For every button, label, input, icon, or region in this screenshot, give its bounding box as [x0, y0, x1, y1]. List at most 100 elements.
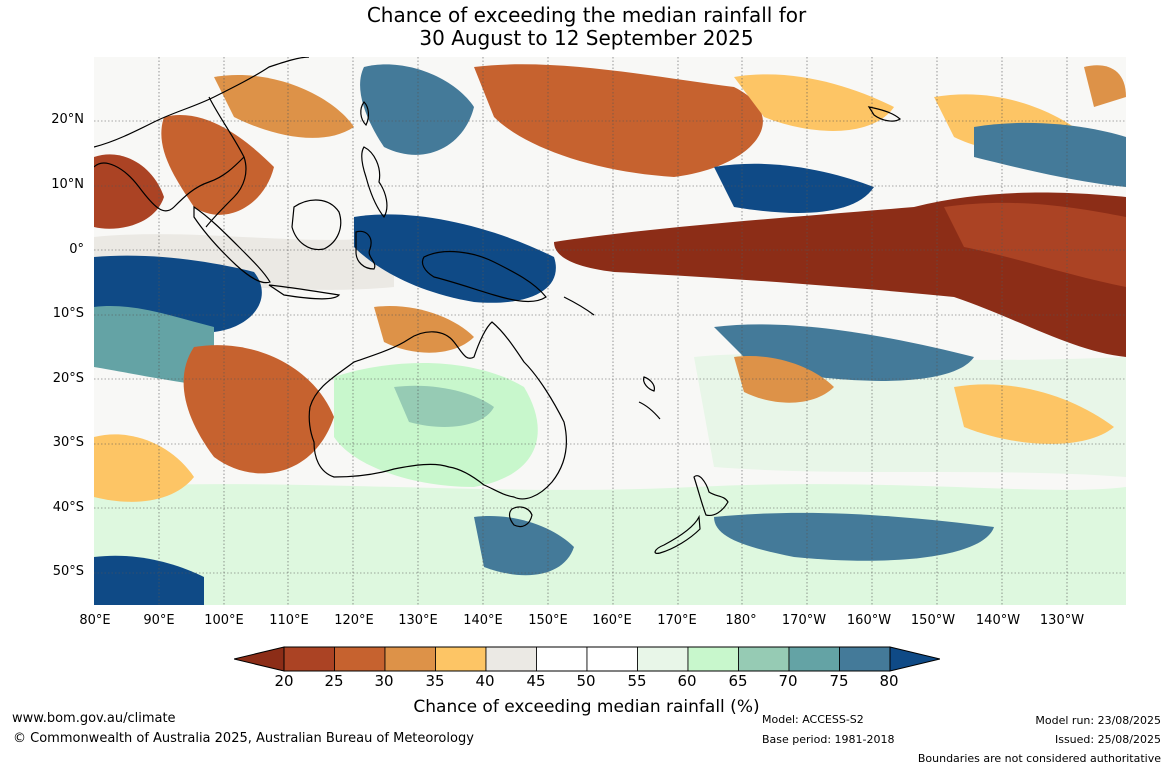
- shade-blue-subtropical: [714, 163, 874, 213]
- shade-brown-indochina: [161, 115, 274, 215]
- lat-label-10s: 10°S: [52, 306, 84, 321]
- model-run-date: Model run: 23/08/2025: [1035, 714, 1161, 727]
- shade-orange-timor: [374, 306, 474, 353]
- colorbar-cell-70: [788, 646, 840, 672]
- colorbar-cell-60: [687, 646, 739, 672]
- issued-date: Issued: 25/08/2025: [1054, 733, 1161, 746]
- lon-label-140w: 140°W: [975, 613, 1021, 628]
- colorbar-tick-70: 70: [778, 672, 798, 690]
- colorbar-cell-30: [384, 646, 436, 672]
- asia-mainland-coastline: [94, 57, 310, 212]
- lon-label-150w: 150°W: [910, 613, 956, 628]
- colorbar-cell-45: [536, 646, 588, 672]
- website-link[interactable]: www.bom.gov.au/climate: [12, 711, 176, 726]
- lat-label-10n: 10°N: [51, 177, 84, 192]
- shade-blue-maritime: [354, 214, 556, 303]
- shade-orange-north-pacific: [734, 74, 894, 131]
- shade-blue-southern-ocean: [714, 512, 994, 561]
- lat-label-40s: 40°S: [52, 500, 84, 515]
- graticule: [94, 57, 1126, 605]
- shade-teal-australia: [394, 385, 494, 427]
- lon-label-80e: 80°E: [79, 613, 111, 628]
- shade-brown-northwest: [94, 154, 164, 229]
- lon-label-100e: 100°E: [204, 613, 244, 628]
- java-coastline: [268, 284, 341, 300]
- shade-brown-north-pacific: [474, 64, 763, 177]
- sulawesi-coastline: [355, 230, 376, 270]
- lon-label-170w: 170°W: [781, 613, 827, 628]
- colorbar-tick-45: 45: [526, 672, 546, 690]
- colorbar-tick-30: 30: [374, 672, 394, 690]
- coastlines: [94, 57, 901, 554]
- shade-blue-southern-ocean-west: [94, 555, 204, 605]
- new-zealand-north-coastline: [693, 475, 729, 517]
- colorbar: [234, 646, 940, 672]
- colorbar-cell-20: [283, 646, 335, 672]
- colorbar-tick-50: 50: [576, 672, 596, 690]
- indochina-coastline: [205, 96, 247, 228]
- title-line-2: 30 August to 12 September 2025: [419, 26, 754, 50]
- colorbar-tick-25: 25: [324, 672, 344, 690]
- shade-brown-equatorial-inner: [944, 202, 1126, 287]
- lon-label-180: 180°: [725, 613, 757, 628]
- lon-label-160w: 160°W: [846, 613, 892, 628]
- boundaries-disclaimer: Boundaries are not considered authoritat…: [917, 752, 1161, 765]
- colorbar-cell-35: [435, 646, 487, 672]
- solomon-islands-coastline: [563, 296, 595, 316]
- australia-coastline: [308, 321, 567, 500]
- shade-blue-north-sea: [360, 64, 474, 155]
- philippines-coastline: [361, 146, 388, 219]
- shade-orange-far-ne: [1084, 65, 1126, 107]
- colorbar-frame: [283, 646, 891, 672]
- lon-label-140e: 140°E: [463, 613, 503, 628]
- lon-label-160e: 160°E: [592, 613, 632, 628]
- borneo-coastline: [291, 199, 342, 251]
- lon-label-130e: 130°E: [398, 613, 438, 628]
- colorbar-tick-75: 75: [829, 672, 849, 690]
- colorbar-cell-25: [334, 646, 386, 672]
- taiwan-coastline: [360, 101, 370, 127]
- shade-orange-north: [214, 75, 354, 138]
- colorbar-tick-40: 40: [475, 672, 495, 690]
- colorbar-tick-35: 35: [425, 672, 445, 690]
- colorbar-tick-65: 65: [728, 672, 748, 690]
- colorbar-cell-65: [738, 646, 790, 672]
- new-caledonia-coastline: [638, 401, 661, 420]
- colorbar-extend-low: [234, 646, 285, 672]
- shade-blue-south-indian: [94, 306, 214, 387]
- map-title: Chance of exceeding the median rainfall …: [0, 4, 1173, 50]
- new-guinea-coastline: [421, 251, 547, 303]
- colorbar-tick-20: 20: [274, 672, 294, 690]
- rainfall-field: [94, 57, 1126, 605]
- copyright-text: © Commonwealth of Australia 2025, Austra…: [13, 731, 474, 746]
- colorbar-tick-80: 80: [879, 672, 899, 690]
- shade-orange-sp-east: [954, 384, 1114, 444]
- shade-light-green-south: [94, 484, 1126, 605]
- colorbar-cells: [283, 646, 891, 672]
- fiji-coastline: [643, 376, 655, 392]
- title-line-1: Chance of exceeding the median rainfall …: [366, 3, 807, 27]
- lon-label-170e: 170°E: [657, 613, 697, 628]
- lon-label-150e: 150°E: [528, 613, 568, 628]
- sumatra-coastline: [193, 205, 271, 284]
- colorbar-cell-40: [485, 646, 537, 672]
- model-name: Model: ACCESS-S2: [762, 713, 864, 726]
- shade-brown-indian-ocean: [183, 345, 334, 474]
- lon-label-110e: 110°E: [269, 613, 309, 628]
- new-zealand-south-coastline: [654, 514, 701, 554]
- lat-label-20n: 20°N: [51, 112, 84, 127]
- hawaii-coastline: [867, 106, 901, 122]
- lon-label-90e: 90°E: [143, 613, 175, 628]
- lon-label-130w: 130°W: [1039, 613, 1085, 628]
- lat-label-0: 0°: [69, 242, 84, 257]
- shade-orange-indian-ocean: [94, 434, 194, 502]
- shade-blue-east: [974, 122, 1126, 187]
- lat-label-20s: 20°S: [52, 371, 84, 386]
- colorbar-extend-high: [889, 646, 940, 672]
- base-period: Base period: 1981-2018: [762, 733, 895, 746]
- colorbar-title: Chance of exceeding median rainfall (%): [413, 697, 760, 717]
- colorbar-cell-50: [586, 646, 638, 672]
- shade-orange-central-pacific: [734, 356, 834, 403]
- lon-label-120e: 120°E: [334, 613, 374, 628]
- colorbar-cell-55: [637, 646, 689, 672]
